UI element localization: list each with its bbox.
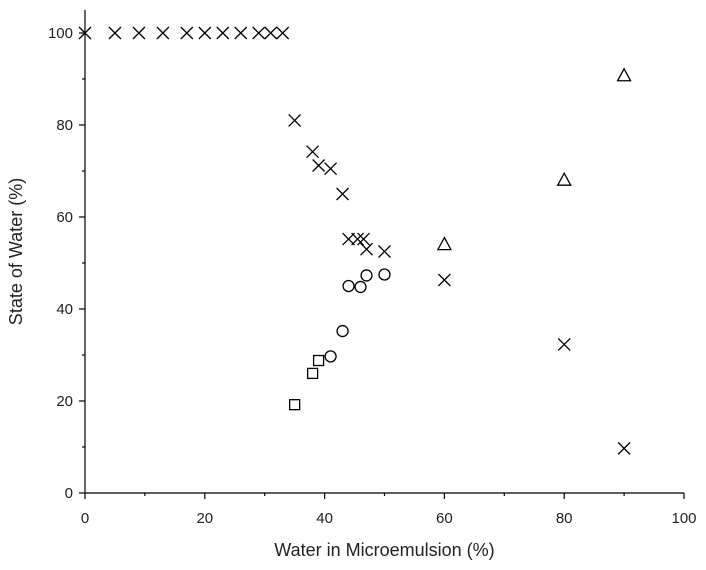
circle-marker (336, 324, 349, 338)
cross-marker (252, 26, 266, 40)
cross-marker (108, 26, 122, 40)
cross-marker (351, 232, 365, 246)
x-tick-label: 100 (671, 510, 696, 527)
y-tick-label: 0 (65, 485, 73, 502)
data-points (78, 26, 632, 455)
cross-marker (312, 159, 326, 172)
cross-marker (264, 26, 278, 40)
y-axis-ticks: 0 20 40 60 80 100 (48, 25, 85, 502)
x-tick-label: 20 (196, 510, 213, 527)
cross-marker (336, 187, 350, 201)
x-tick-label: 40 (316, 510, 333, 527)
cross-marker (156, 26, 170, 40)
y-tick-label: 40 (56, 301, 73, 318)
x-axis-title: Water in Microemulsion (%) (274, 540, 494, 560)
cross-marker (617, 441, 631, 455)
square-marker (312, 354, 325, 367)
cross-marker (378, 245, 391, 258)
plot-area: 0 20 40 60 80 100 0 20 40 60 80 100 (48, 10, 697, 527)
x-tick-label: 0 (81, 510, 89, 527)
y-axis-title: State of Water (%) (6, 178, 26, 325)
cross-marker (288, 113, 302, 127)
y-tick-label: 100 (48, 25, 73, 42)
triangle-marker (556, 171, 572, 186)
cross-marker (132, 26, 146, 40)
circle-marker (324, 350, 337, 363)
triangle-marker (436, 236, 452, 251)
x-tick-label: 60 (436, 510, 453, 527)
y-tick-label: 60 (56, 209, 73, 226)
cross-marker (276, 26, 290, 40)
cross-marker (437, 273, 451, 287)
cross-marker (234, 26, 248, 40)
triangle-marker (616, 67, 632, 82)
cross-marker (306, 145, 320, 159)
cross-marker (357, 232, 370, 246)
cross-marker (324, 162, 338, 176)
cross-marker (342, 232, 356, 246)
y-tick-label: 20 (56, 393, 73, 410)
y-tick-label: 80 (56, 117, 73, 134)
square-marker (288, 399, 301, 411)
circle-marker (354, 280, 367, 294)
cross-marker (216, 26, 230, 40)
cross-marker (198, 26, 212, 40)
cross-marker (557, 337, 571, 351)
cross-marker (78, 26, 92, 40)
x-tick-label: 80 (556, 510, 573, 527)
circle-marker (378, 268, 391, 281)
x-axis-ticks: 0 20 40 60 80 100 (81, 493, 697, 527)
square-marker (306, 367, 319, 380)
cross-marker (360, 242, 373, 256)
circle-marker (360, 269, 373, 282)
circle-marker (342, 279, 355, 293)
cross-marker (180, 26, 194, 40)
